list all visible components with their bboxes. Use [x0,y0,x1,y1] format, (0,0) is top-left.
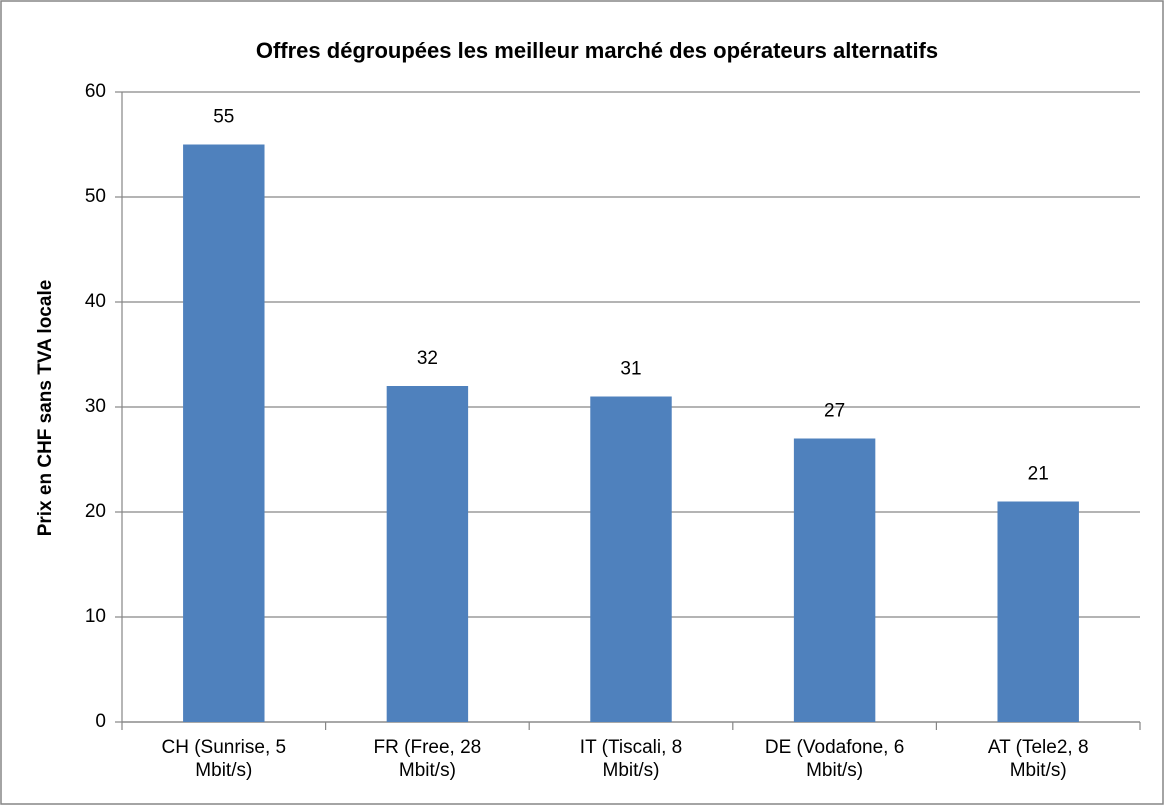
bar [183,144,265,722]
y-tick-label: 40 [85,291,106,312]
y-tick-label: 60 [85,81,106,102]
data-label: 55 [213,107,234,128]
x-tick-label-box: FR (Free, 28 Mbit/s) [373,737,482,781]
y-tick-label: 30 [85,396,106,417]
x-tick-label: IT (Tiscali, 8 Mbit/s) [579,737,683,781]
data-label: 32 [417,348,438,369]
x-tick-label-box: AT (Tele2, 8 Mbit/s) [987,737,1089,781]
bar [793,438,876,722]
bar [997,501,1079,722]
x-tick-label: CH (Sunrise, 5 Mbit/s) [161,737,287,781]
x-tick-label-box: IT (Tiscali, 8 Mbit/s) [579,737,683,781]
x-tick-label-box: CH (Sunrise, 5 Mbit/s) [161,737,287,781]
x-tick-label-box: DE (Vodafone, 6 Mbit/s) [764,737,905,781]
bar [590,396,672,722]
chart-title: Offres dégroupées les meilleur marché de… [256,38,938,63]
x-tick-label: AT (Tele2, 8 Mbit/s) [987,737,1089,781]
bar [386,386,469,722]
x-tick-label: DE (Vodafone, 6 Mbit/s) [764,737,905,781]
data-label: 31 [620,359,641,380]
y-tick-label: 10 [85,606,106,627]
x-tick-label: FR (Free, 28 Mbit/s) [373,737,482,781]
y-tick-label: 20 [85,501,106,522]
y-tick-label: 0 [95,711,106,732]
data-label: 27 [824,401,845,422]
y-tick-label: 50 [85,186,106,207]
y-axis-label: Prix en CHF sans TVA locale [35,280,56,537]
data-label: 21 [1028,464,1049,485]
